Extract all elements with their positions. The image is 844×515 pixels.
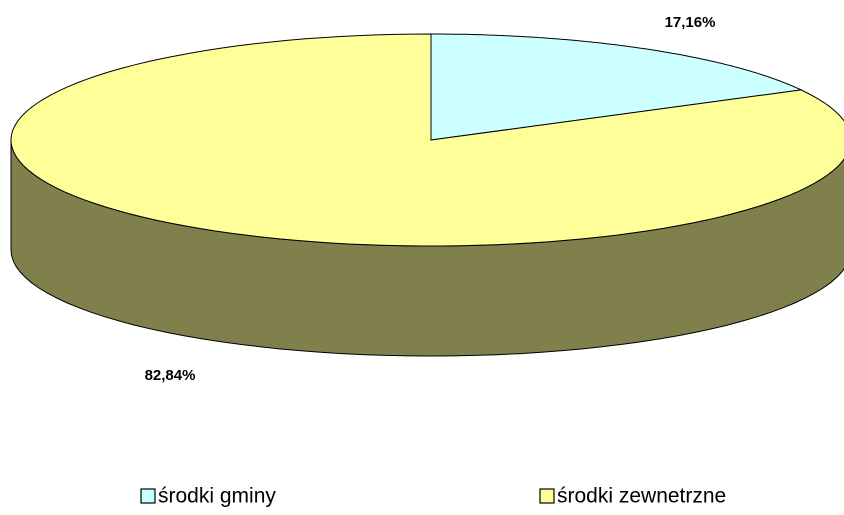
value-label: 17,16% [665, 14, 716, 31]
legend-label: środki zewnetrzne [557, 485, 726, 508]
legend-label: środki gminy [158, 485, 276, 508]
value-label: 82,84% [145, 367, 196, 384]
legend-swatch [140, 488, 156, 504]
slice [430, 33, 803, 141]
legend-swatch [539, 488, 555, 504]
slice [10, 33, 844, 247]
